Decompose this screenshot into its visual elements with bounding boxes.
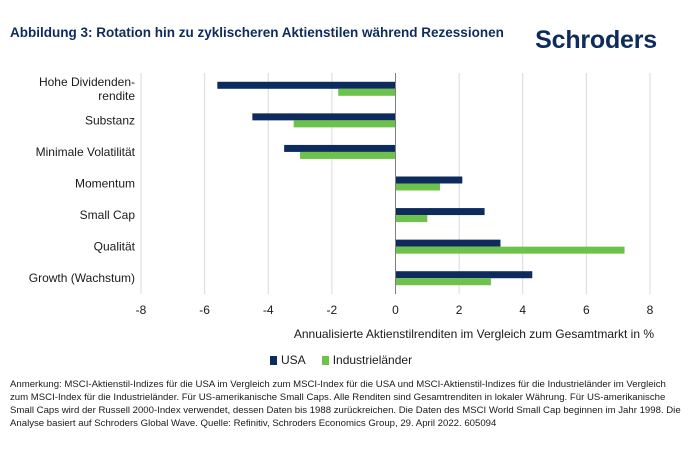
x-axis-title: Annualisierte Aktienstilrenditen im Verg… [294,327,654,341]
category-label: Growth (Wachstum) [29,271,135,285]
x-tick-label: -8 [136,303,147,317]
category-label: Substanz [85,113,135,127]
x-tick-label: 8 [647,303,654,317]
bar-industrial [338,88,396,96]
x-tick-label: 4 [519,303,526,317]
schroders-logo: Schroders [535,26,657,54]
footnote: Anmerkung: MSCI-Aktienstil-Indizes für d… [10,379,681,429]
bar-usa [395,271,533,279]
x-tick-label: -6 [199,303,210,317]
legend-label-industrial: Industrieländer [332,353,413,367]
x-tick-label: 0 [392,303,399,317]
legend-item-industrial: Industrieländer [321,353,413,367]
category-label: Qualität [94,240,136,254]
chart-title: Abbildung 3: Rotation hin zu zyklischere… [10,25,504,40]
legend-label-usa: USA [281,353,306,367]
legend-swatch-industrial [321,355,329,365]
bar-usa [217,81,396,89]
legend-swatch-usa [270,355,277,365]
bar-industrial [395,215,428,223]
bar-industrial [395,278,491,286]
bar-industrial [300,151,396,159]
bar-usa [395,239,501,247]
x-tick-label: 2 [456,303,463,317]
legend: USA Industrieländer [270,353,412,367]
category-label: Minimale Volatilität [36,145,136,159]
bar-industrial [395,183,441,191]
bar-usa [395,176,463,184]
category-label: Hohe Dividenden- [39,75,135,89]
bar-usa [252,113,396,121]
category-label: Momentum [75,177,135,191]
x-tick-label: 6 [583,303,590,317]
x-tick-label: -2 [327,303,338,317]
legend-item-usa: USA [270,353,306,367]
category-label: Small Cap [80,208,136,222]
bar-industrial [293,120,396,128]
bar-industrial [395,246,625,254]
x-tick-label: -4 [263,303,274,317]
category-label: rendite [98,89,135,103]
bar-usa [284,144,396,152]
bar-usa [395,208,485,216]
